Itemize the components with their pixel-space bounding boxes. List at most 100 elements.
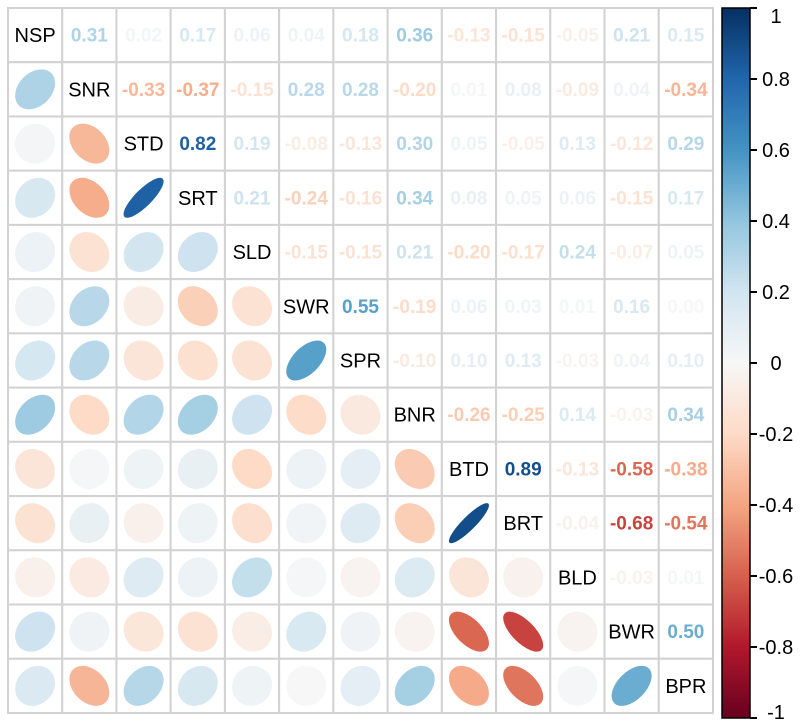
coef-STD-BTD: 0.05 (450, 134, 487, 155)
coef-SNR-BNR: -0.20 (393, 80, 436, 101)
ellipse-BTD-SRT (177, 448, 218, 489)
ellipse-BRT-BTD (448, 503, 489, 544)
var-label-BWR: BWR (608, 622, 655, 644)
ellipse-SWR-SNR (69, 286, 110, 327)
var-label-BLD: BLD (558, 567, 597, 589)
ellipse-SWR-SRT (177, 286, 218, 327)
coef-SRT-BWR: -0.15 (610, 188, 654, 209)
coef-SRT-BPR: 0.17 (667, 188, 704, 209)
coef-SWR-BLD: 0.01 (559, 297, 596, 318)
coef-STD-SPR: -0.13 (339, 134, 382, 155)
grid-cell (657, 115, 714, 172)
colorbar-tick-label: 0.4 (762, 211, 790, 233)
grid-cell (332, 332, 389, 389)
ellipse-BLD-STD (123, 557, 164, 598)
ellipse-BNR-SLD (232, 394, 273, 435)
ellipse-SLD-NSP (15, 232, 56, 273)
var-label-STD: STD (124, 134, 164, 156)
ellipse-BRT-SLD (232, 503, 273, 544)
grid-cell (603, 603, 660, 660)
coef-NSP-BNR: 0.36 (396, 26, 433, 47)
ellipse-BTD-SWR (286, 448, 327, 489)
colorbar-tick-label: -0.4 (759, 495, 793, 517)
ellipse-BPR-BRT (503, 665, 544, 706)
grid-cell (657, 223, 714, 281)
colorbar-tick-label: 0.6 (762, 140, 790, 162)
ellipse-BLD-SRT (177, 557, 218, 598)
grid-cell (603, 169, 660, 226)
coef-SRT-SLD: 0.21 (234, 188, 271, 209)
ellipse-BWR-BRT (503, 611, 544, 652)
coef-BTD-BLD: -0.13 (556, 459, 599, 480)
ellipse-BWR-SNR (69, 611, 110, 652)
coef-NSP-STD: 0.02 (125, 26, 162, 47)
grid-cell (549, 332, 606, 389)
grid-cell (332, 223, 389, 281)
ellipse-BWR-NSP (15, 611, 56, 652)
coef-SNR-SWR: 0.28 (288, 80, 325, 101)
coef-SNR-BWR: 0.04 (613, 80, 650, 101)
grid-cell (440, 278, 498, 335)
grid-cell (169, 61, 226, 118)
ellipse-BPR-BLD (557, 665, 598, 706)
coef-STD-BLD: 0.13 (559, 134, 596, 155)
coef-SPR-BWR: 0.04 (613, 351, 650, 372)
coef-NSP-SLD: 0.06 (234, 26, 271, 47)
coef-SLD-SWR: -0.15 (285, 243, 329, 264)
coef-NSP-BRT: -0.15 (502, 26, 546, 47)
ellipse-SWR-STD (123, 286, 164, 327)
ellipse-SPR-STD (123, 340, 164, 381)
grid-cell (549, 115, 606, 172)
ellipse-BPR-NSP (15, 665, 56, 706)
grid-cell (603, 549, 660, 606)
grid-cell (386, 7, 443, 64)
grid-cell (386, 386, 443, 443)
coef-SWR-BPR: 0.00 (667, 297, 704, 318)
ellipse-BTD-SPR (340, 448, 381, 489)
coef-BTD-BRT: 0.89 (505, 459, 542, 480)
grid-cell (495, 495, 552, 552)
coef-SLD-BLD: 0.24 (559, 243, 596, 264)
ellipse-SRT-NSP (15, 177, 56, 218)
ellipse-BLD-BNR (394, 557, 435, 598)
coef-SWR-BWR: 0.16 (613, 297, 650, 318)
grid-cell (495, 115, 552, 172)
var-label-SLD: SLD (233, 242, 272, 264)
grid-cell (603, 440, 660, 498)
coef-BWR-BPR: 0.50 (667, 622, 704, 643)
coef-SWR-BTD: 0.06 (450, 297, 487, 318)
coef-BTD-BPR: -0.38 (664, 459, 707, 480)
grid-cell (657, 61, 714, 118)
ellipse-SNR-NSP (15, 69, 56, 110)
ellipse-BNR-SPR (340, 394, 381, 435)
ellipse-BWR-BLD (557, 611, 598, 652)
coef-BLD-BWR: -0.03 (610, 568, 653, 589)
grid-cell (603, 386, 660, 443)
ellipse-BWR-STD (123, 611, 164, 652)
coef-NSP-SPR: 0.18 (342, 26, 379, 47)
coef-SPR-BTD: 0.10 (450, 351, 487, 372)
ellipse-BNR-STD (123, 394, 164, 435)
coef-BNR-BLD: 0.14 (559, 405, 596, 426)
ellipse-BPR-STD (123, 665, 164, 706)
ellipse-BNR-SWR (286, 394, 327, 435)
coef-SNR-BTD: 0.01 (450, 80, 487, 101)
ellipse-SLD-SRT (177, 232, 218, 273)
grid-cell (115, 115, 172, 172)
ellipse-SPR-NSP (15, 340, 56, 381)
ellipse-SPR-SLD (232, 340, 273, 381)
coef-STD-SWR: -0.08 (285, 134, 328, 155)
coef-NSP-BPR: 0.15 (667, 26, 704, 47)
coef-SRT-SPR: -0.16 (339, 188, 382, 209)
grid-cell (495, 7, 552, 64)
ellipse-SLD-SNR (69, 232, 110, 273)
colorbar-tick-label: 0 (770, 353, 781, 375)
var-label-BNR: BNR (394, 405, 436, 427)
coef-SPR-BRT: 0.13 (505, 351, 542, 372)
coef-NSP-BLD: -0.05 (556, 26, 600, 47)
grid-cell (332, 278, 389, 335)
ellipse-BRT-STD (123, 503, 164, 544)
ellipse-SWR-NSP (15, 286, 56, 327)
var-label-BPR: BPR (665, 676, 706, 698)
coef-NSP-BWR: 0.21 (613, 26, 650, 47)
